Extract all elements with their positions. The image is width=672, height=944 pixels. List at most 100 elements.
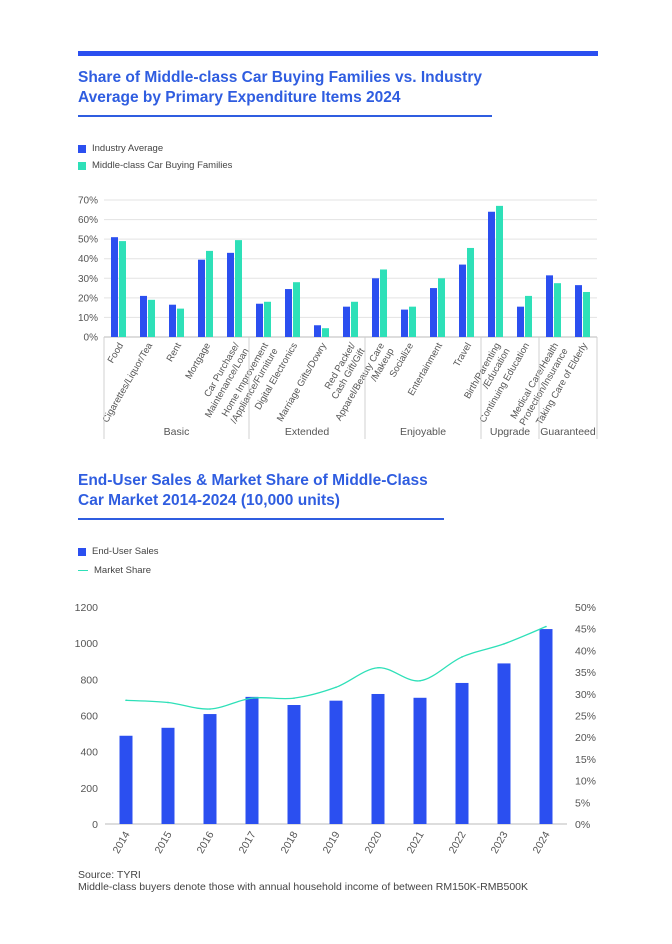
chart2-y-tick-label: 600 [80, 711, 98, 723]
chart1-legend-item-middle: Middle-class Car Buying Families [78, 160, 232, 171]
chart2-bar-sales [371, 693, 385, 824]
chart2-title-line2: Car Market 2014-2024 (10,000 units) [78, 492, 340, 509]
chart2-x-tick-label: 2014 [111, 829, 133, 855]
chart2-x-tick-label: 2017 [237, 829, 259, 855]
chart1-y-tick-label: 10% [78, 313, 98, 324]
chart2-title-rule [78, 518, 444, 520]
chart1-y-tick-label: 50% [78, 235, 98, 246]
chart1-bar-middle [525, 295, 532, 337]
chart1-bar-middle [322, 328, 329, 337]
chart1-title-rule [78, 115, 492, 117]
chart1-bar-middle [293, 282, 300, 337]
chart1-bar-industry [256, 303, 263, 337]
chart1-title: Share of Middle-class Car Buying Familie… [78, 68, 548, 108]
sales-swatch [78, 547, 86, 556]
chart2-x-tick-label: 2021 [405, 829, 427, 855]
chart1-legend-item-industry: Industry Average [78, 143, 163, 154]
chart2-point-market-share [503, 643, 505, 645]
chart1-bar-industry [198, 259, 205, 337]
chart2-legend-label-share: Market Share [94, 565, 152, 576]
chart1-x-tick-label-line: Mortgage [184, 341, 214, 381]
chart2-y-tick-label: 1000 [75, 638, 99, 650]
chart2-legend-item-sales: End-User Sales [78, 546, 159, 557]
chart2-bar-sales [287, 705, 301, 824]
chart1-bar-middle [148, 299, 155, 337]
chart2-x-tick-label: 2022 [447, 829, 469, 855]
chart2-x-tick-label: 2023 [489, 829, 511, 855]
chart2-bar-sales [161, 727, 175, 824]
chart2-bar-sales [119, 735, 133, 824]
chart1-svg: 0%10%20%30%40%50%60%70%FoodCigarettes/Li… [78, 196, 598, 439]
chart2-line-market-share [125, 625, 547, 710]
chart1-legend-label-industry: Industry Average [92, 143, 164, 154]
chart2-y2-tick-label: 20% [575, 732, 596, 744]
chart1-bar-middle [467, 247, 474, 337]
chart2-y2-tick-label: 35% [575, 667, 596, 679]
chart2-point-market-share [293, 697, 295, 699]
chart1-bar-middle [583, 291, 590, 337]
chart1-title-line2: Average by Primary Expenditure Items 202… [78, 89, 401, 106]
chart2-title-line1: End-User Sales & Market Share of Middle-… [78, 472, 428, 489]
chart2-point-market-share [545, 625, 547, 628]
chart2-bar-sales [329, 700, 343, 824]
chart2-title: End-User Sales & Market Share of Middle-… [78, 471, 548, 511]
chart1-bar-middle [351, 301, 358, 337]
chart1-bar-industry [372, 278, 379, 337]
chart2-y-tick-label: 400 [80, 747, 98, 759]
chart2-point-market-share [377, 666, 379, 669]
chart1-bar-middle [264, 301, 271, 337]
chart2-bar-sales [539, 629, 553, 824]
chart1-bar-middle [206, 250, 213, 337]
chart2-x-tick-label: 2019 [321, 829, 343, 855]
chart1-bar-industry [169, 304, 176, 337]
chart2-y2-tick-label: 40% [575, 645, 596, 657]
definition-note: Middle-class buyers denote those with an… [78, 881, 529, 893]
chart2-point-market-share [209, 708, 211, 710]
chart2-x-tick-label: 2024 [531, 829, 553, 855]
chart1-x-tick-label: Food [106, 341, 126, 365]
chart2-point-market-share [461, 656, 463, 658]
chart1-x-tick-label-line: Rent [165, 341, 185, 364]
chart2-y2-tick-label: 15% [575, 754, 596, 766]
chart1-group-label: Enjoyable [400, 426, 446, 438]
chart1-y-tick-label: 0% [84, 333, 99, 344]
chart2-bar-sales [497, 663, 511, 824]
chart1-bar-middle [496, 205, 503, 337]
chart2-bar-sales [203, 714, 217, 824]
chart1-title-line1: Share of Middle-class Car Buying Familie… [78, 69, 482, 86]
chart1-x-tick-label-line: Travel [452, 341, 475, 369]
chart1-x-tick-label-line: Food [106, 341, 126, 365]
chart1-group-label: Guaranteed [540, 426, 596, 438]
chart1-y-tick-label: 30% [78, 274, 98, 285]
chart1-bar-industry [111, 237, 118, 337]
chart1-bar-middle [177, 308, 184, 337]
chart1-bar-middle [119, 241, 126, 337]
chart2-y2-tick-label: 50% [575, 602, 596, 614]
chart1-y-tick-label: 70% [78, 196, 98, 207]
chart1-y-tick-label: 20% [78, 293, 98, 304]
chart1-x-tick-label: Mortgage [184, 341, 214, 381]
chart2-point-market-share [167, 701, 169, 704]
chart2-point-market-share [335, 686, 337, 689]
chart2-point-market-share [419, 679, 421, 682]
chart2-y2-tick-label: 0% [575, 819, 590, 831]
chart1-y-tick-label: 60% [78, 215, 98, 226]
chart1-x-tick-label: Travel [452, 341, 475, 369]
chart1-group-label: Upgrade [490, 426, 530, 438]
chart1-bar-industry [488, 211, 495, 337]
chart2-bar-sales [245, 696, 259, 824]
chart2-x-tick-label: 2020 [363, 829, 385, 855]
chart1-bar-middle [554, 283, 561, 337]
chart1-bar-middle [438, 278, 445, 337]
chart2-point-market-share [251, 697, 253, 699]
chart2-bar-sales [413, 697, 427, 824]
chart1-bar-middle [235, 240, 242, 337]
share-line-swatch [78, 569, 88, 572]
top-accent-bar [78, 51, 598, 56]
chart2-legend-label-sales: End-User Sales [92, 546, 159, 557]
chart2-y2-tick-label: 30% [575, 689, 596, 701]
chart2-legend-item-share: Market Share [78, 565, 151, 576]
chart1-bar-industry [343, 306, 350, 337]
chart2-x-tick-label: 2018 [279, 829, 301, 855]
chart1-bar-industry [401, 309, 408, 337]
